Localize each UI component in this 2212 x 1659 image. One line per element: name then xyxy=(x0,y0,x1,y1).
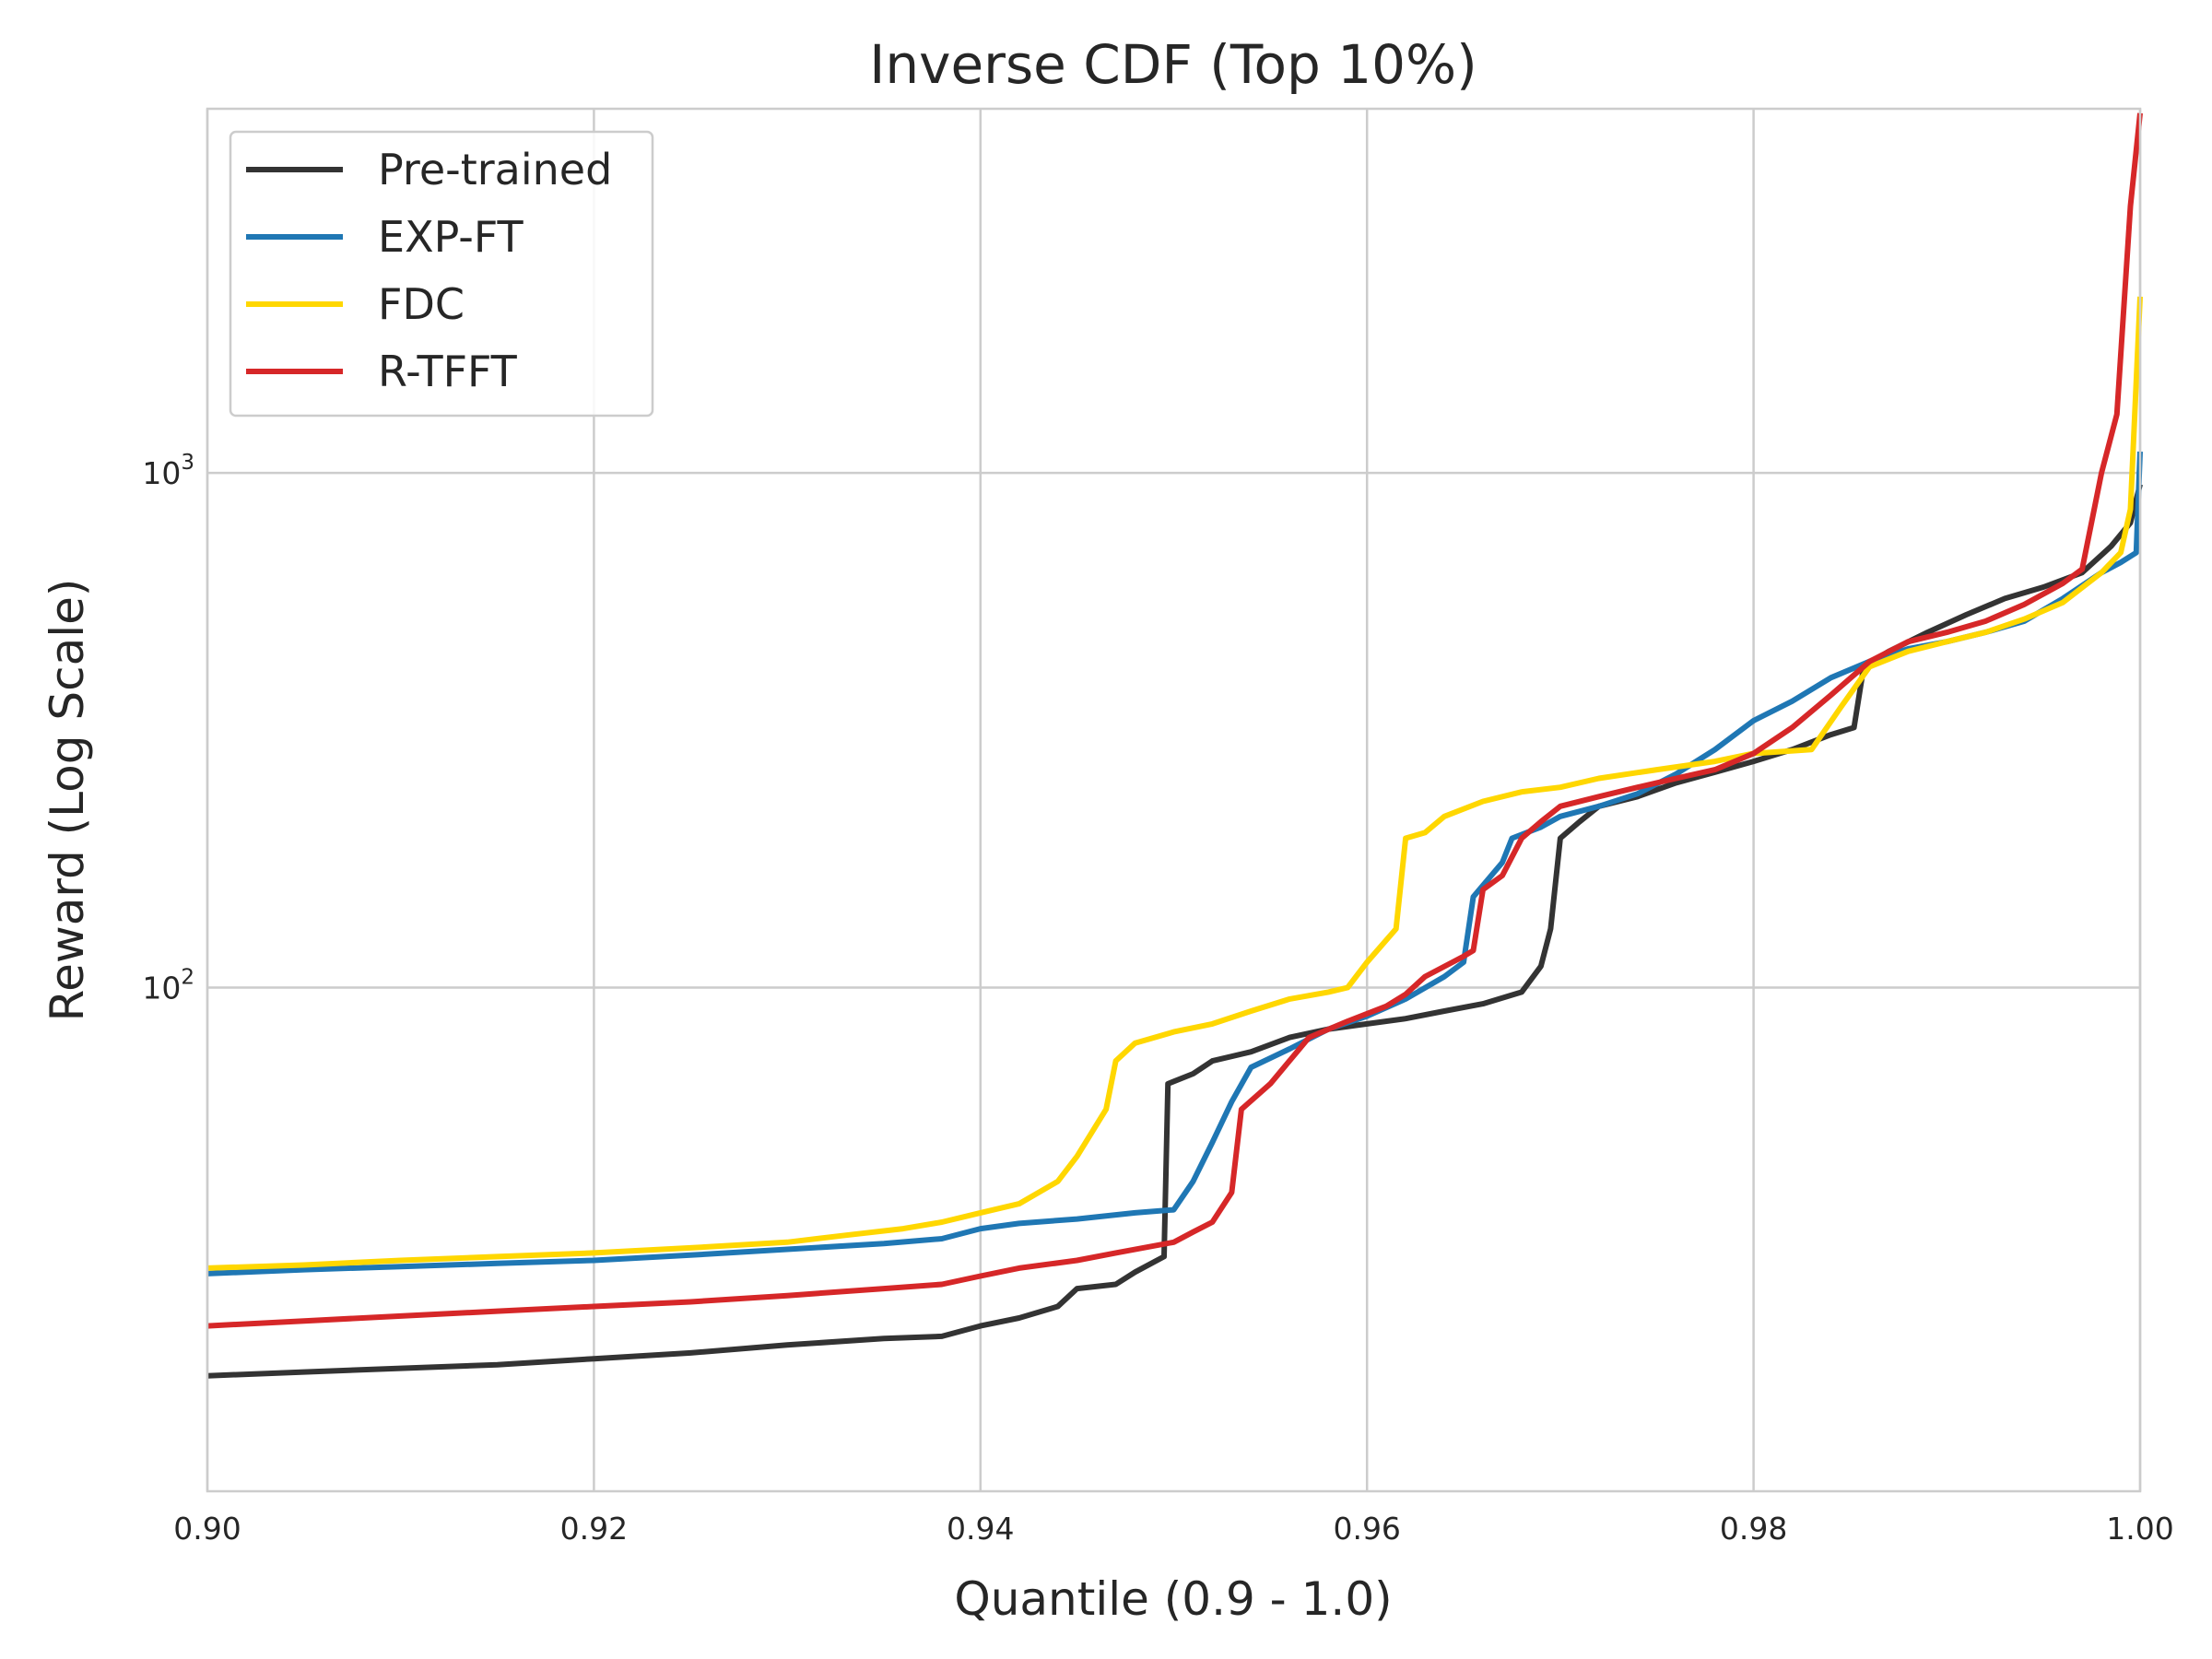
y-tick-base: 10 xyxy=(142,455,181,491)
y-tick-exponent: 3 xyxy=(181,451,194,475)
legend-label: EXP-FT xyxy=(378,212,524,262)
legend-label: FDC xyxy=(378,279,465,329)
x-tick-label: 0.92 xyxy=(560,1511,628,1547)
y-tick-label: 103 xyxy=(142,451,194,491)
y-tick-exponent: 2 xyxy=(181,965,194,989)
x-tick-label: 0.96 xyxy=(1333,1511,1400,1547)
x-tick-labels: 0.90 0.92 0.94 0.96 0.98 1.00 xyxy=(173,1511,2173,1547)
series-lines xyxy=(206,112,2143,1379)
x-axis-label: Quantile (0.9 - 1.0) xyxy=(954,1572,1392,1626)
legend-label: Pre-trained xyxy=(378,145,612,194)
x-tick-label: 1.00 xyxy=(2106,1511,2173,1547)
legend-frame xyxy=(229,130,654,418)
axes xyxy=(206,107,2142,1493)
series-line-r-tfft xyxy=(206,112,2143,1329)
x-tick-label: 0.98 xyxy=(1720,1511,1787,1547)
y-tick-base: 10 xyxy=(142,970,181,1006)
legend-label: R-TFFT xyxy=(378,347,518,396)
plot-frame xyxy=(206,107,2142,1493)
x-tick-label: 0.90 xyxy=(173,1511,241,1547)
chart-title: Inverse CDF (Top 10%) xyxy=(869,33,1477,96)
y-tick-label: 102 xyxy=(142,965,194,1006)
legend: Pre-trained EXP-FT FDC R-TFFT xyxy=(229,130,654,418)
y-axis-label: Reward (Log Scale) xyxy=(41,579,94,1022)
series-line-fdc xyxy=(206,296,2143,1271)
x-tick-label: 0.94 xyxy=(947,1511,1014,1547)
